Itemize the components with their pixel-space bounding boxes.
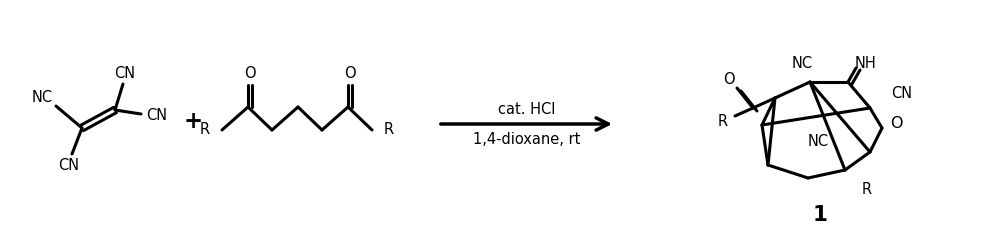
Text: cat. HCl: cat. HCl <box>498 101 555 117</box>
Text: O: O <box>724 72 735 88</box>
Text: NC: NC <box>807 134 828 150</box>
Text: NH: NH <box>855 57 877 71</box>
Text: NC: NC <box>32 91 53 105</box>
Text: 1: 1 <box>812 205 827 225</box>
Text: O: O <box>890 116 902 130</box>
Text: R: R <box>718 114 729 128</box>
Text: O: O <box>245 66 255 82</box>
Text: CN: CN <box>115 65 136 81</box>
Text: R: R <box>384 123 394 137</box>
Text: CN: CN <box>59 158 80 174</box>
Text: O: O <box>344 66 356 82</box>
Text: NC: NC <box>791 57 812 71</box>
Text: +: + <box>184 111 203 133</box>
Text: CN: CN <box>147 107 168 123</box>
Text: CN: CN <box>891 86 912 100</box>
Text: R: R <box>200 123 210 137</box>
Text: 1,4-dioxane, rt: 1,4-dioxane, rt <box>473 132 580 148</box>
Text: R: R <box>862 183 872 197</box>
